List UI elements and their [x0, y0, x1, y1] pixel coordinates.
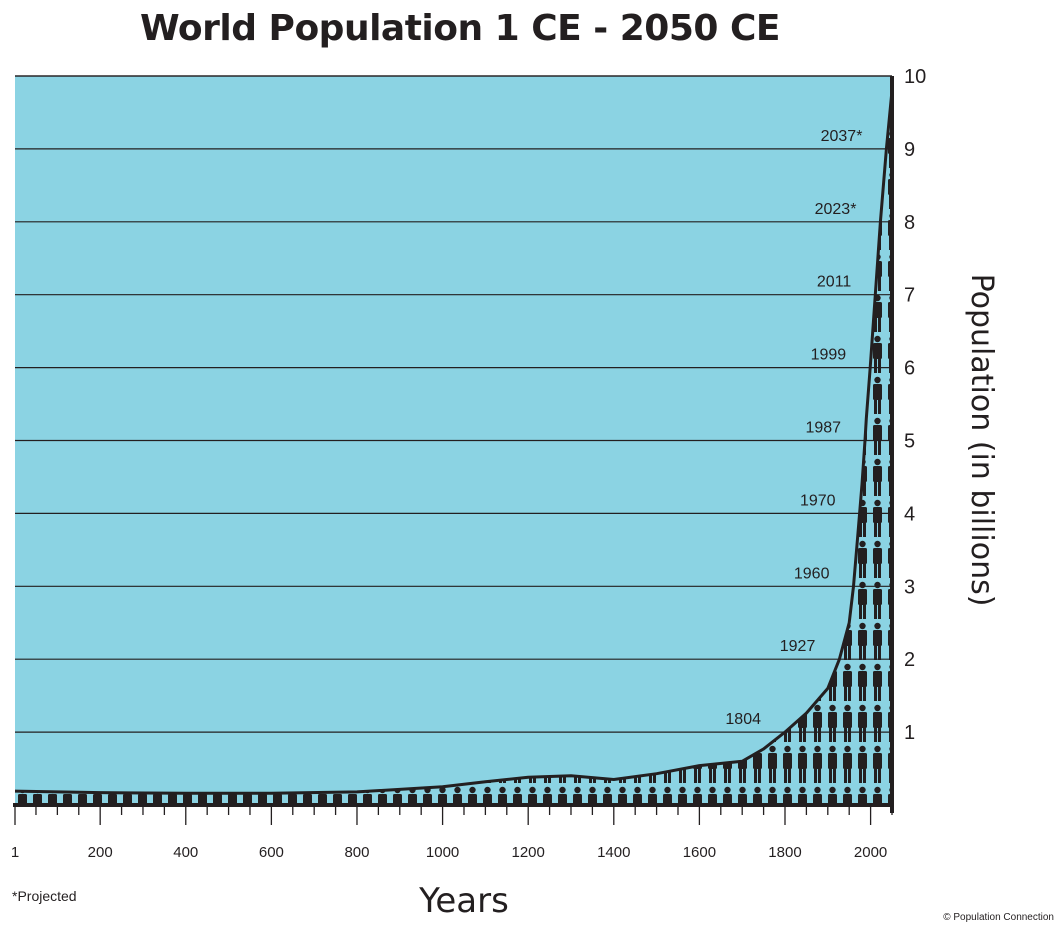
y-tick-label: 2: [904, 649, 915, 671]
milestone-label: 1970: [800, 492, 836, 509]
y-tick-label: 1: [904, 722, 915, 744]
y-tick-label: 8: [904, 212, 915, 234]
population-area: [15, 90, 892, 806]
x-tick-label: 200: [88, 844, 113, 861]
milestone-label: 1927: [780, 638, 816, 655]
x-tick-label: 800: [344, 844, 369, 861]
y-tick-label: 7: [904, 285, 915, 307]
x-tick-label: 1400: [597, 844, 630, 861]
y-axis-title: Population (in billions): [964, 274, 999, 607]
milestone-label: 2037*: [821, 128, 863, 145]
milestone-label: 1999: [811, 347, 847, 364]
x-tick-label: 1600: [683, 844, 716, 861]
milestone-label: 1960: [794, 565, 830, 582]
milestone-label: 1804: [725, 711, 761, 728]
milestone-label: 1987: [805, 420, 841, 437]
milestone-label: 2011: [817, 274, 852, 291]
y-tick-label: 6: [904, 358, 915, 380]
x-axis-title: Years: [418, 881, 509, 921]
x-tick-label: 1: [11, 844, 19, 861]
y-tick-label: 9: [904, 139, 915, 161]
x-tick-label: 1200: [512, 844, 545, 861]
y-tick-label: 5: [904, 431, 915, 453]
milestone-label: 2023*: [815, 201, 857, 218]
projected-footnote: *Projected: [12, 888, 77, 904]
y-tick-label: 3: [904, 576, 915, 598]
x-tick-label: 600: [259, 844, 284, 861]
credit-text: © Population Connection: [943, 912, 1054, 923]
y-tick-label: 4: [904, 503, 915, 525]
chart-title: World Population 1 CE - 2050 CE: [140, 8, 781, 49]
x-tick-label: 400: [173, 844, 198, 861]
x-tick-label: 1000: [426, 844, 459, 861]
y-tick-label: 10: [904, 66, 926, 88]
x-tick-label: 2000: [854, 844, 887, 861]
x-tick-label: 1800: [768, 844, 801, 861]
